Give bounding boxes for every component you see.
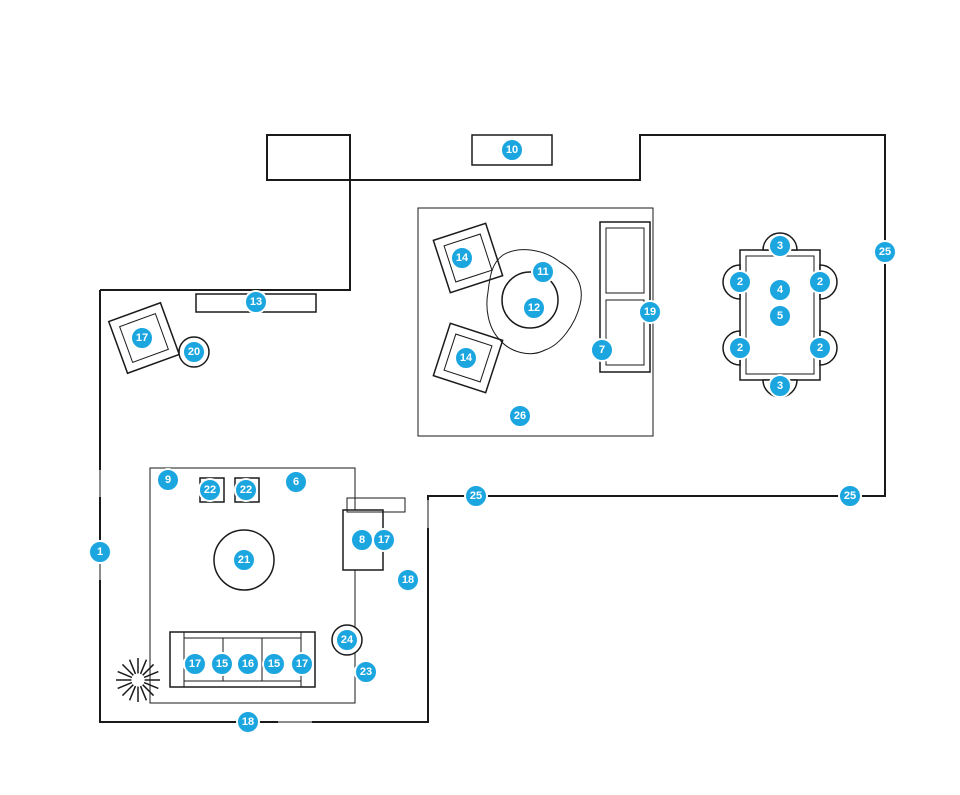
marker-label: 6 [293, 476, 299, 488]
marker-label: 14 [460, 352, 473, 364]
marker-label: 17 [296, 658, 308, 670]
marker-17: 17 [373, 529, 395, 551]
marker-label: 10 [506, 144, 518, 156]
marker-5: 5 [769, 305, 791, 327]
marker-label: 7 [599, 344, 605, 356]
marker-label: 17 [189, 658, 201, 670]
marker-label: 13 [250, 296, 262, 308]
marker-label: 22 [240, 484, 252, 496]
marker-label: 25 [844, 490, 856, 502]
marker-label: 2 [817, 342, 823, 354]
marker-label: 1 [97, 546, 103, 558]
marker-label: 19 [644, 306, 656, 318]
marker-4: 4 [769, 279, 791, 301]
marker-label: 12 [528, 302, 540, 314]
marker-26: 26 [509, 405, 531, 427]
marker-label: 23 [360, 666, 372, 678]
marker-12: 12 [523, 297, 545, 319]
marker-label: 3 [777, 240, 783, 252]
marker-23: 23 [355, 661, 377, 683]
marker-7: 7 [591, 339, 613, 361]
marker-label: 20 [188, 346, 200, 358]
marker-label: 18 [242, 716, 254, 728]
marker-label: 17 [378, 534, 390, 546]
marker-11: 11 [532, 261, 554, 283]
marker-22: 22 [235, 479, 257, 501]
marker-8: 8 [351, 529, 373, 551]
floor-plan-diagram: 1222233456789101112131414151516171717171… [0, 0, 960, 795]
marker-15: 15 [211, 653, 233, 675]
marker-label: 18 [402, 574, 414, 586]
marker-25: 25 [839, 485, 861, 507]
marker-14: 14 [451, 247, 473, 269]
marker-label: 24 [341, 634, 354, 646]
marker-20: 20 [183, 341, 205, 363]
marker-1: 1 [89, 541, 111, 563]
marker-21: 21 [233, 549, 255, 571]
marker-19: 19 [639, 301, 661, 323]
marker-13: 13 [245, 291, 267, 313]
marker-label: 15 [268, 658, 280, 670]
marker-22: 22 [199, 479, 221, 501]
marker-label: 8 [359, 534, 365, 546]
marker-24: 24 [336, 629, 358, 651]
marker-2: 2 [729, 337, 751, 359]
marker-label: 25 [470, 490, 482, 502]
marker-label: 4 [777, 284, 784, 296]
marker-9: 9 [157, 469, 179, 491]
marker-16: 16 [237, 653, 259, 675]
marker-6: 6 [285, 471, 307, 493]
marker-label: 9 [165, 474, 171, 486]
marker-label: 14 [456, 252, 469, 264]
marker-3: 3 [769, 375, 791, 397]
marker-2: 2 [809, 337, 831, 359]
marker-15: 15 [263, 653, 285, 675]
marker-14: 14 [455, 347, 477, 369]
marker-label: 15 [216, 658, 228, 670]
marker-17: 17 [291, 653, 313, 675]
marker-label: 2 [737, 276, 743, 288]
marker-25: 25 [874, 241, 896, 263]
marker-3: 3 [769, 235, 791, 257]
marker-17: 17 [131, 327, 153, 349]
marker-label: 5 [777, 310, 783, 322]
marker-label: 25 [879, 246, 891, 258]
marker-label: 22 [204, 484, 216, 496]
marker-17: 17 [184, 653, 206, 675]
marker-2: 2 [729, 271, 751, 293]
marker-18: 18 [237, 711, 259, 733]
marker-label: 26 [514, 410, 526, 422]
marker-label: 21 [238, 554, 250, 566]
marker-label: 17 [136, 332, 148, 344]
marker-label: 11 [537, 266, 549, 278]
marker-label: 3 [777, 380, 783, 392]
marker-10: 10 [501, 139, 523, 161]
marker-label: 2 [737, 342, 743, 354]
marker-18: 18 [397, 569, 419, 591]
marker-label: 2 [817, 276, 823, 288]
marker-2: 2 [809, 271, 831, 293]
marker-25: 25 [465, 485, 487, 507]
marker-label: 16 [242, 658, 254, 670]
plant-icon [116, 658, 160, 702]
